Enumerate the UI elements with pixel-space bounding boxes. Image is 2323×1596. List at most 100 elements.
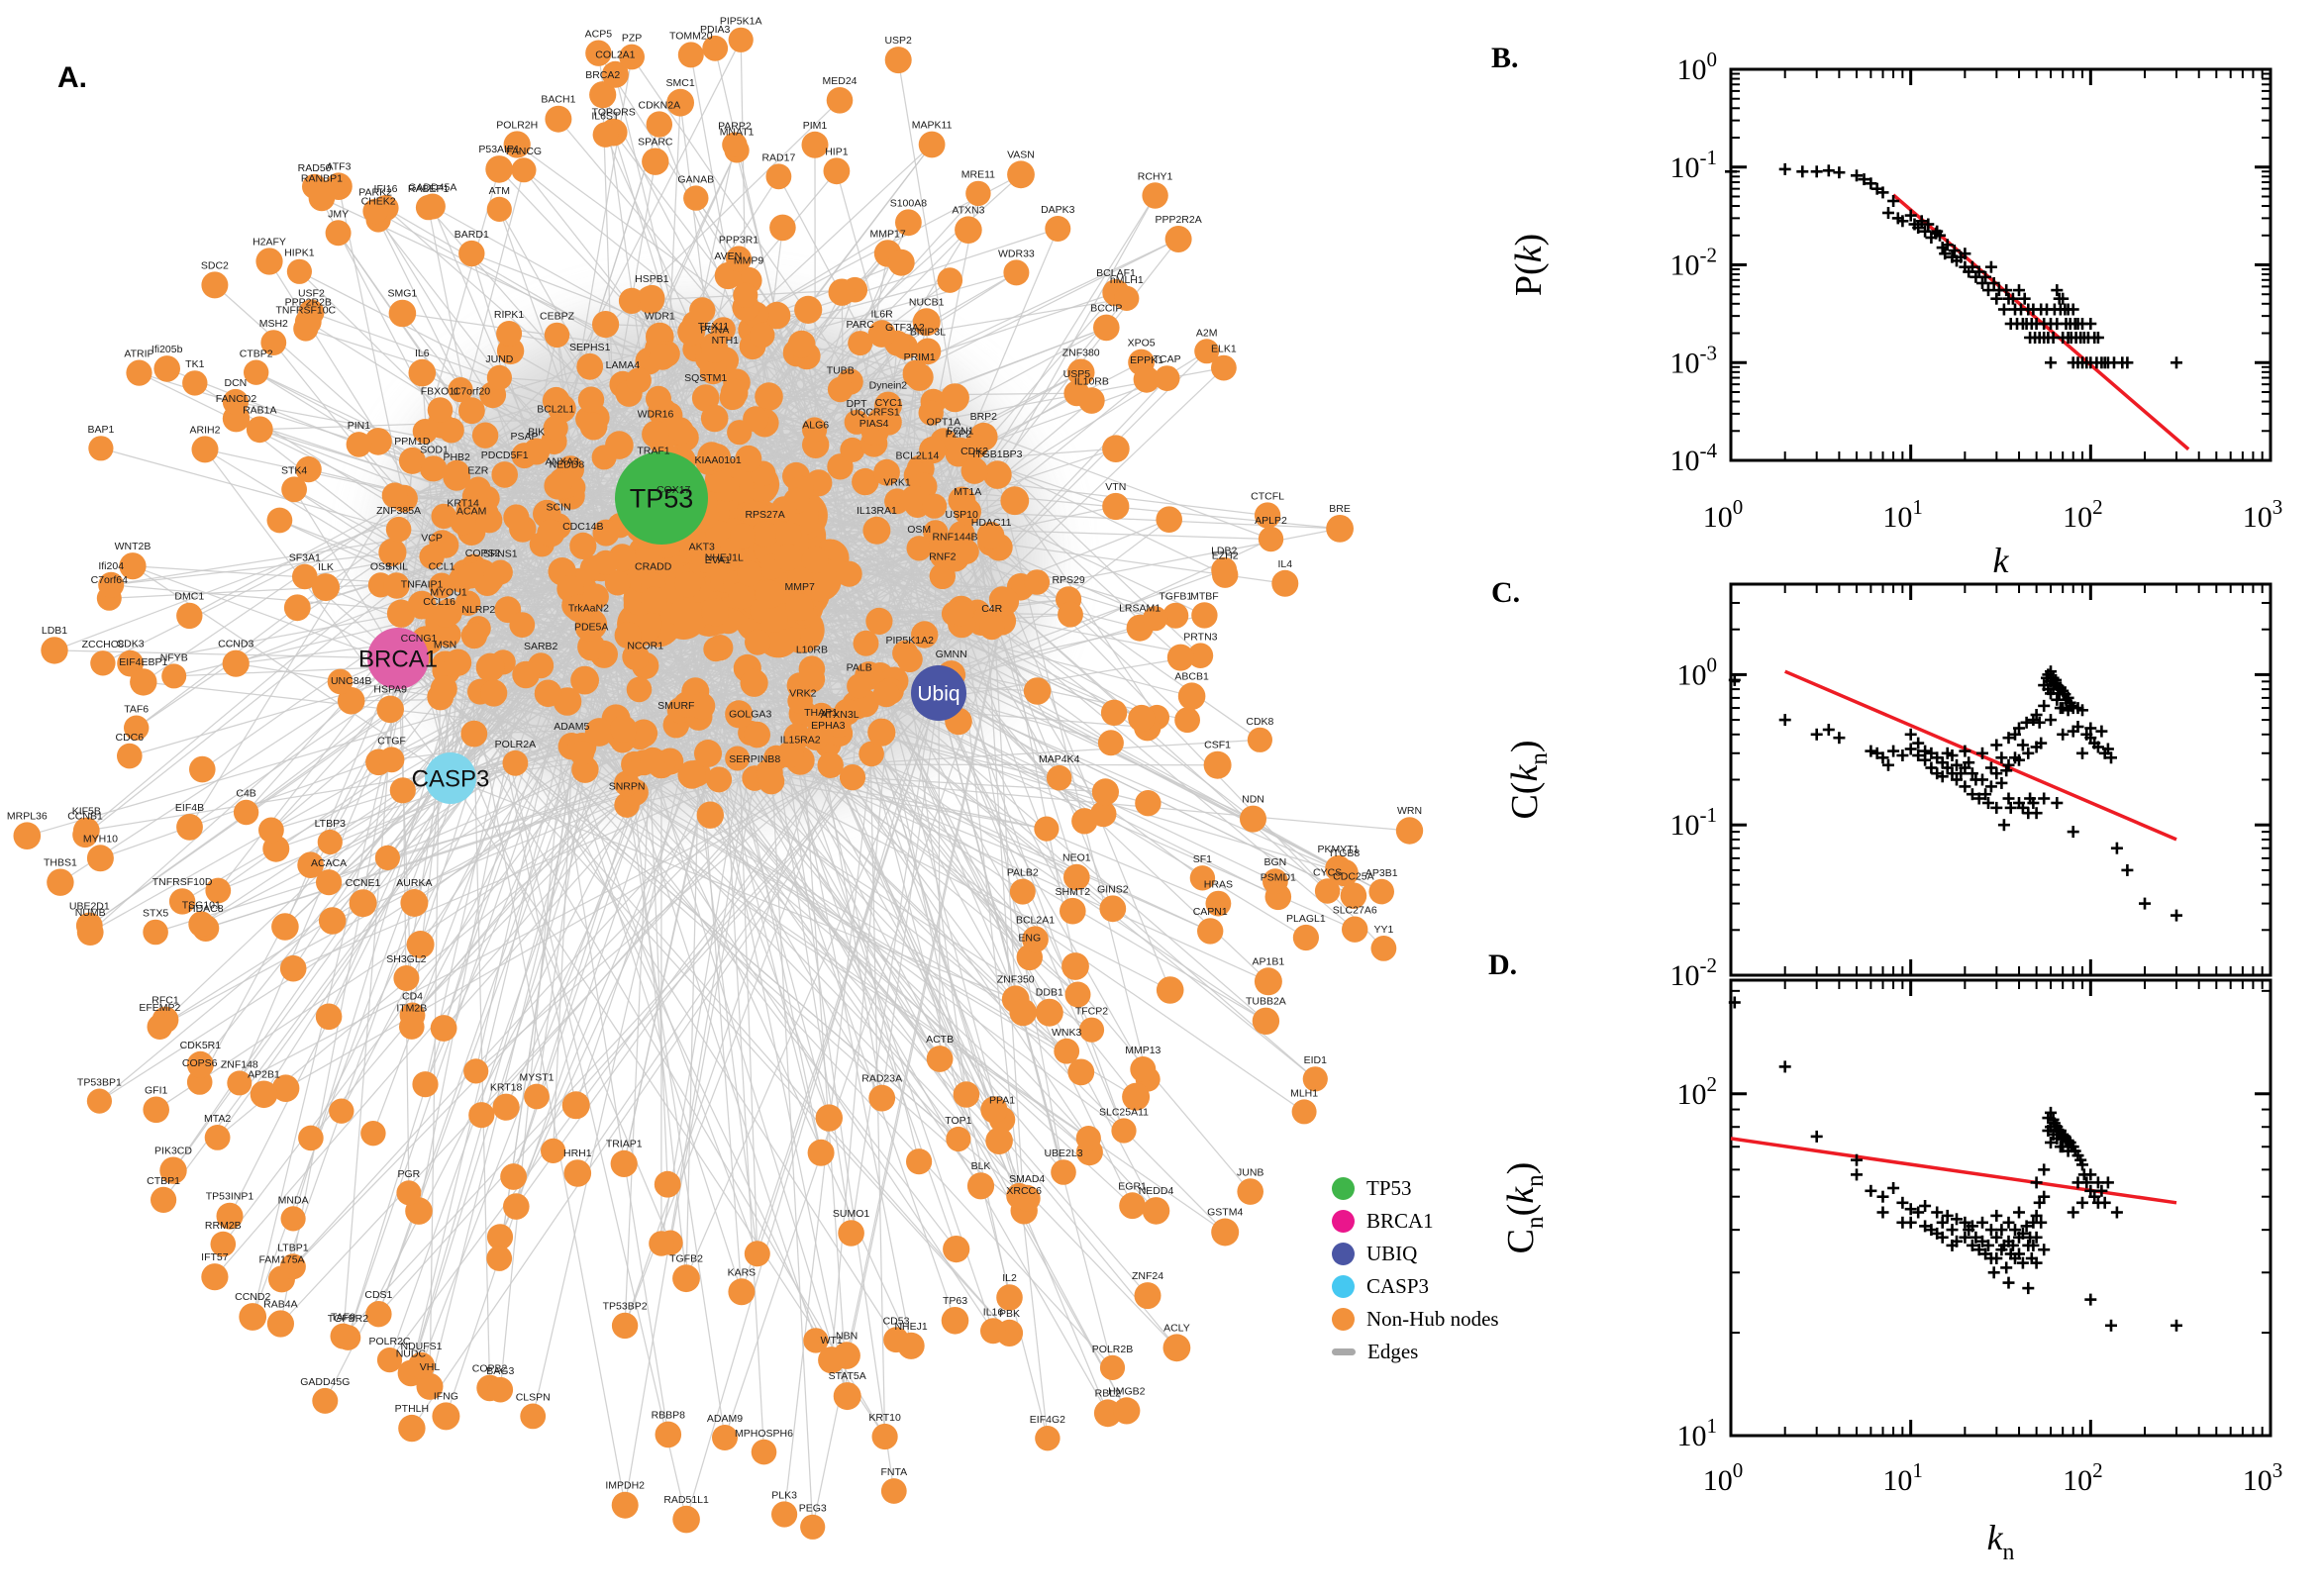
- non-hub-node: [787, 330, 816, 358]
- non-hub-node: [1035, 1426, 1060, 1451]
- non-hub-node: [928, 532, 958, 560]
- non-hub-node: [534, 679, 562, 708]
- gene-label: MMP7: [785, 581, 815, 593]
- non-hub-node: [640, 747, 666, 773]
- gene-label: CDC6: [116, 732, 145, 744]
- non-hub-node: [576, 352, 604, 380]
- hub-label-tp53: TP53: [630, 483, 694, 513]
- gene-label: MMP13: [1125, 1045, 1161, 1056]
- network-node-labels: POLR2B POLR2C POLR2H MNDA MPHOSPH6 Ifi205b ZNF…: [7, 16, 1422, 1515]
- non-hub-node: [460, 622, 488, 649]
- gene-label: WDR33: [998, 248, 1035, 259]
- gene-label: PIP5K1A2: [885, 635, 934, 647]
- gene-label: HDAC11: [971, 517, 1012, 529]
- non-hub-node: [1211, 354, 1237, 381]
- non-hub-node: [325, 220, 352, 247]
- non-hub-node: [649, 1231, 674, 1256]
- gene-label: SQSTM1: [684, 372, 727, 384]
- non-hub-node: [836, 560, 862, 587]
- non-hub-node: [787, 566, 814, 593]
- gene-label: COPS2: [465, 548, 501, 559]
- non-hub-node: [834, 698, 860, 726]
- non-hub-node: [297, 851, 324, 878]
- panel-label-b: B.: [1491, 42, 1519, 74]
- non-hub-node: [188, 911, 215, 938]
- network-graph: TP53 BRCA1 Ubiq CASP3 POLR2B POLR2C POLR2H MNDA…: [7, 16, 1424, 1540]
- non-hub-node: [486, 364, 512, 390]
- gene-label: GFI1: [145, 1085, 167, 1097]
- non-hub-node: [258, 817, 284, 844]
- non-hub-node: [222, 388, 249, 416]
- non-hub-node: [520, 1403, 547, 1430]
- non-hub-node: [728, 27, 754, 52]
- non-hub-node: [432, 602, 457, 628]
- gene-label: TP63: [943, 1295, 967, 1307]
- gene-label: JUND: [485, 353, 513, 365]
- plot-ticks: [1729, 583, 2272, 977]
- non-hub-node: [785, 593, 814, 622]
- non-hub-node: [980, 1096, 1008, 1124]
- non-hub-node: [512, 660, 540, 689]
- gene-label: IL6: [415, 348, 430, 359]
- gene-label: HRH1: [563, 1147, 592, 1159]
- non-hub-node: [443, 463, 471, 491]
- non-hub-node: [688, 692, 716, 720]
- gene-label: TNFRSF10D: [152, 876, 213, 888]
- gene-label: ITGB8: [1330, 848, 1361, 859]
- plot-frame: [1729, 67, 2272, 462]
- gene-label: HMGB2: [1108, 1385, 1146, 1397]
- non-hub-node: [124, 715, 150, 741]
- non-hub-node: [900, 485, 928, 512]
- non-hub-node: [408, 358, 437, 387]
- gene-label: COPS6: [182, 1057, 218, 1069]
- non-hub-node: [492, 1093, 520, 1121]
- non-hub-node: [840, 437, 865, 462]
- non-hub-node: [725, 746, 751, 771]
- gene-label: ATM: [489, 185, 510, 197]
- gene-label: PTHLH: [395, 1403, 429, 1415]
- non-hub-node: [271, 913, 299, 941]
- non-hub-node: [406, 931, 435, 958]
- non-hub-node: [458, 240, 485, 267]
- gene-label: NDN: [1242, 794, 1264, 806]
- non-hub-node: [1156, 506, 1182, 533]
- non-hub-node: [1162, 602, 1189, 629]
- non-hub-node: [953, 1081, 980, 1108]
- tick-label: 10-1: [1670, 803, 1718, 842]
- non-hub-node: [960, 456, 988, 484]
- non-hub-node: [378, 747, 405, 773]
- gene-label: NEDD8: [550, 458, 585, 470]
- gene-label: NHEJ1L: [705, 552, 744, 564]
- non-hub-node: [388, 299, 417, 328]
- gene-label: CCL1: [429, 560, 455, 572]
- non-hub-node: [41, 637, 68, 664]
- gene-label: HSPA9: [373, 684, 407, 696]
- non-hub-node: [168, 888, 196, 915]
- gene-label: WNT2B: [115, 541, 152, 552]
- gene-label: VTN: [1105, 481, 1126, 493]
- gene-label: BAG3: [486, 1365, 514, 1377]
- gene-label: TCAP: [1154, 353, 1181, 365]
- non-hub-node: [774, 544, 802, 571]
- non-hub-node: [465, 476, 491, 503]
- gene-label: NUDC: [396, 1348, 427, 1360]
- non-hub-node: [966, 1172, 995, 1200]
- gene-label: BCCIP: [1090, 303, 1122, 315]
- gene-label: TUBB2A: [1246, 996, 1286, 1008]
- gene-label: SHMT2: [1056, 886, 1091, 898]
- non-hub-node: [758, 767, 785, 795]
- non-hub-node: [298, 1125, 324, 1151]
- plot-ticks: [1729, 980, 2272, 1438]
- non-hub-node: [918, 400, 944, 426]
- non-hub-node: [1111, 1118, 1137, 1144]
- non-hub-node: [646, 385, 671, 412]
- non-hub-node: [744, 721, 770, 748]
- non-hub-node: [865, 607, 893, 636]
- gene-label: NBN: [836, 1330, 858, 1342]
- gene-label: CDC14B: [562, 521, 603, 533]
- non-hub-node: [503, 131, 531, 158]
- gene-label: GADD45A: [408, 182, 456, 194]
- non-hub-node: [286, 258, 312, 284]
- gene-label: TK1: [185, 358, 204, 370]
- non-hub-node: [475, 652, 505, 682]
